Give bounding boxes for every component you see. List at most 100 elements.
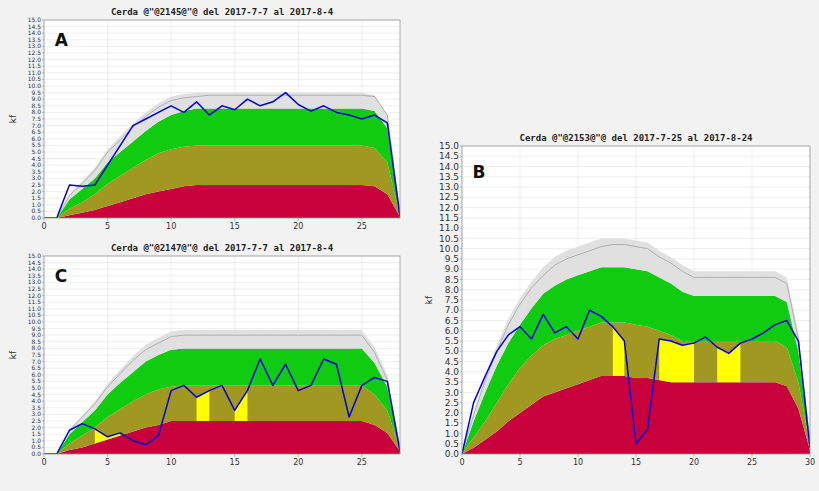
tick: [460, 361, 462, 362]
tick-label: 4.0: [445, 367, 460, 377]
title: Cerda @"@2145@"@ del 2017-7-7 al 2017-8-…: [111, 7, 334, 17]
tick-label: 0.0: [445, 449, 460, 459]
line: [462, 310, 810, 454]
tick: [42, 165, 44, 166]
grid-line: [44, 39, 400, 40]
tick-label: 13.0: [439, 182, 459, 192]
title: Cerda @"@2153@"@ del 2017-7-25 al 2017-8…: [520, 133, 754, 143]
tick: [460, 330, 462, 331]
tick-label: 1.0: [32, 201, 42, 208]
tick: [171, 218, 172, 221]
tick-label: 0.5: [32, 443, 42, 450]
tick-label: 5.5: [32, 377, 42, 384]
y-axis: 0.00.51.01.52.02.53.03.54.04.55.05.56.06…: [28, 16, 44, 221]
tick-label: 10.0: [28, 318, 41, 325]
tick: [42, 302, 44, 303]
tick-label: 7.0: [32, 358, 42, 365]
grid-line: [44, 66, 400, 67]
highlight: [197, 391, 210, 421]
tick-label: 10: [573, 458, 583, 467]
axis-label: kf: [424, 295, 434, 304]
tick: [460, 238, 462, 239]
tick-label: 11.5: [28, 62, 41, 69]
data: [44, 93, 400, 218]
tick-label: 14.5: [439, 151, 459, 161]
grid-line: [44, 275, 400, 276]
tick-label: 12.5: [439, 192, 459, 202]
grid: [44, 256, 400, 454]
tick-label: 4.5: [32, 391, 42, 398]
grid-line: [44, 79, 400, 80]
tick-label: 3.0: [445, 388, 460, 398]
tick-label: 15: [230, 458, 240, 467]
tick-label: 8.0: [32, 108, 42, 115]
tick: [42, 72, 44, 73]
tick: [42, 132, 44, 133]
tick-label: 11.0: [28, 69, 41, 76]
tick: [460, 412, 462, 413]
tick: [42, 59, 44, 60]
tick-label: 7.0: [32, 122, 42, 129]
tick: [42, 125, 44, 126]
tick: [810, 454, 811, 457]
tick: [578, 454, 579, 457]
tick: [460, 310, 462, 311]
tick: [752, 454, 753, 457]
grid-line: [44, 262, 400, 263]
tick: [460, 228, 462, 229]
tick: [42, 211, 44, 212]
tick: [44, 454, 45, 457]
tick-label: 8.5: [32, 338, 42, 345]
tick-label: 0.0: [32, 450, 42, 457]
tick: [107, 218, 108, 221]
tick-label: 6.0: [32, 371, 42, 378]
grid-line: [44, 302, 400, 303]
title: Cerda @"@2147@"@ del 2017-7-7 al 2017-8-…: [111, 243, 334, 253]
tick: [42, 256, 44, 257]
tick-label: 12.0: [439, 203, 459, 213]
tick-label: 10.0: [28, 82, 41, 89]
tick: [636, 454, 637, 457]
tick: [42, 361, 44, 362]
tick: [42, 374, 44, 375]
grid-line: [44, 308, 400, 309]
grid-line: [44, 86, 400, 87]
tick-label: 6.0: [32, 135, 42, 142]
tick-label: 8.0: [445, 285, 460, 295]
x-axis: 0510152025: [41, 454, 366, 467]
tick-label: 11.5: [28, 298, 41, 305]
tick: [42, 328, 44, 329]
tick-label: 4.5: [32, 155, 42, 162]
plot-frame: [44, 20, 400, 218]
grid-line: [44, 53, 400, 54]
panel-label: C: [55, 266, 67, 286]
tick-label: 12.5: [28, 49, 41, 56]
tick: [42, 341, 44, 342]
tick: [42, 191, 44, 192]
tick-label: 5.0: [32, 384, 42, 391]
tick-label: 8.5: [445, 275, 459, 285]
tick-label: 25: [357, 222, 367, 231]
tick: [460, 166, 462, 167]
y-axis: 0.00.51.01.52.02.53.03.54.04.55.05.56.06…: [439, 141, 462, 459]
tick-label: 4.5: [445, 357, 459, 367]
tick: [42, 171, 44, 172]
tick: [460, 279, 462, 280]
tick: [42, 388, 44, 389]
grid-line: [44, 33, 400, 34]
plot-background: [44, 20, 400, 218]
tick-label: 10.5: [28, 75, 41, 82]
tick: [42, 79, 44, 80]
tick: [42, 20, 44, 21]
tick-label: 4.0: [32, 161, 42, 168]
grid: [462, 146, 810, 454]
tick: [460, 433, 462, 434]
tick-label: 10: [166, 222, 176, 231]
tick: [234, 218, 235, 221]
tick: [42, 414, 44, 415]
tick-label: 6.5: [32, 128, 42, 135]
tick-label: 1.0: [32, 437, 42, 444]
tick: [42, 440, 44, 441]
tick-label: 1.5: [445, 418, 459, 428]
panel-label: B: [472, 162, 485, 182]
